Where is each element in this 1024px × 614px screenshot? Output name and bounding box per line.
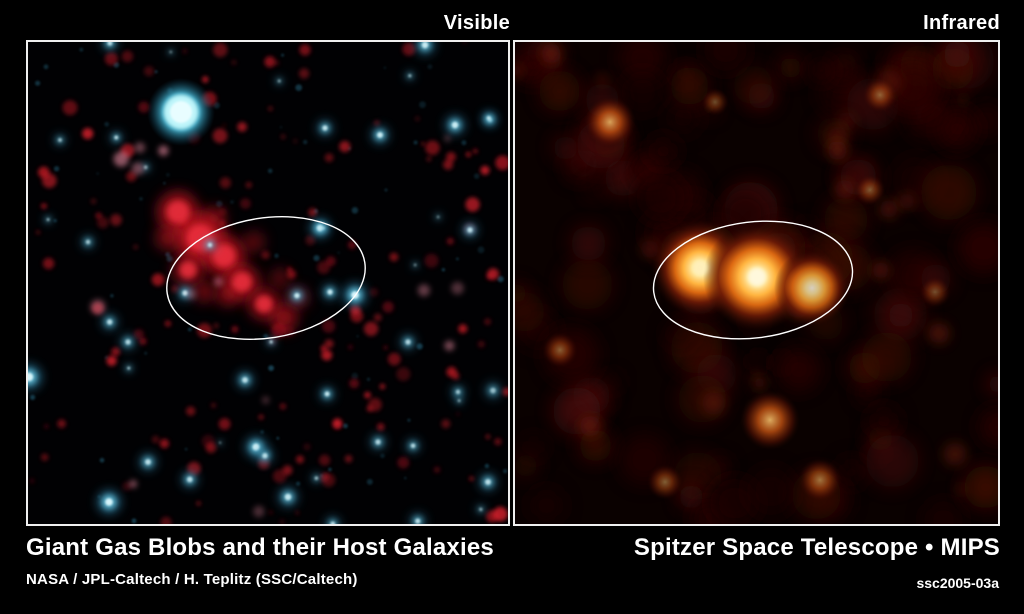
- release-id: ssc2005-03a: [916, 575, 999, 591]
- visible-panel-label: Visible: [443, 12, 510, 34]
- visible-sky-image: [28, 42, 508, 524]
- infrared-highlight-ellipse: [652, 220, 854, 340]
- infrared-panel: [513, 40, 1000, 526]
- visible-highlight-ellipse: [166, 216, 366, 340]
- image-title: Giant Gas Blobs and their Host Galaxies: [26, 534, 494, 561]
- image-credit: NASA / JPL-Caltech / H. Teplitz (SSC/Cal…: [26, 571, 358, 588]
- visible-panel: [26, 40, 510, 526]
- infrared-sky-image: [515, 42, 998, 524]
- telescope-instrument-label: Spitzer Space Telescope • MIPS: [633, 534, 1000, 561]
- infrared-panel-label: Infrared: [923, 12, 1000, 34]
